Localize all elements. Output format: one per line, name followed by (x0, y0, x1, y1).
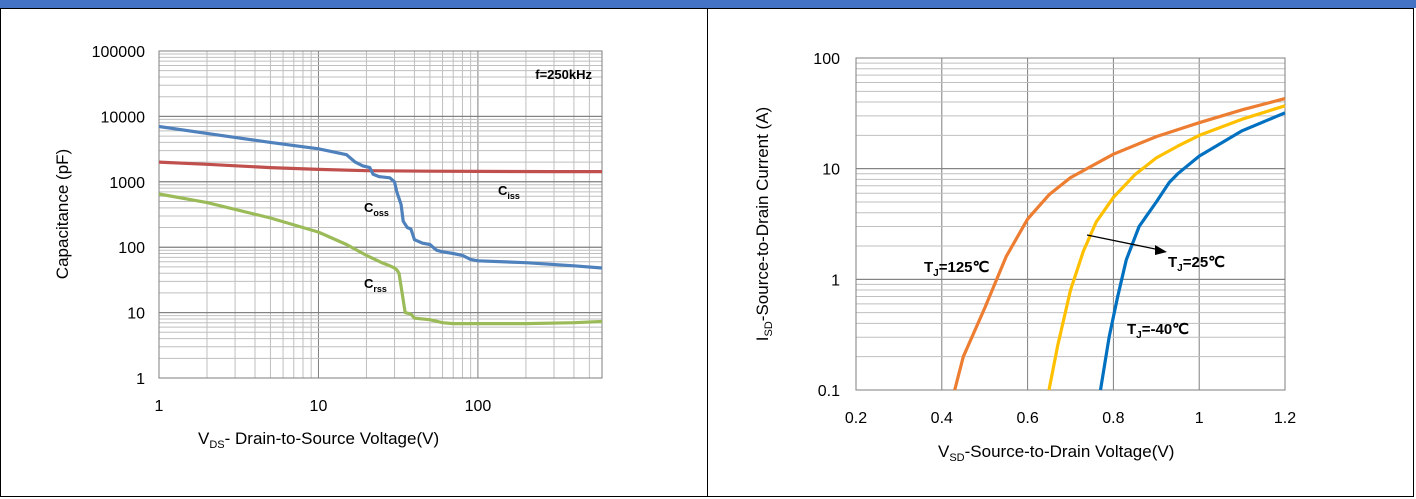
y-axis-title: Capacitance (pF) (53, 149, 72, 279)
y-tick-label: 1000 (109, 175, 145, 192)
y-tick-label: 1 (136, 371, 145, 388)
y-tick-label: 100000 (92, 44, 145, 61)
series-layer (158, 124, 603, 326)
crss-label: Crss (364, 276, 387, 294)
ciss-label-sub: iss (507, 191, 520, 201)
coss-label-main: C (364, 200, 374, 215)
crss-label-main: C (364, 276, 374, 291)
coss-label-sub: oss (373, 208, 389, 218)
x-axis-title-main: V (198, 429, 210, 448)
x-tick-label: 1 (155, 398, 164, 415)
ciss-label-main: C (498, 183, 508, 198)
x-axis-title: VDS- Drain-to-Source Voltage(V) (198, 429, 439, 451)
y-tick-label: 10000 (101, 109, 146, 126)
x-axis-title-rest: - Drain-to-Source Voltage(V) (225, 429, 439, 448)
figure-divider (707, 8, 708, 497)
coss-line (158, 124, 603, 270)
plot-area (158, 50, 603, 379)
y-tick-label: 10 (127, 306, 145, 323)
x-tick-label: 100 (465, 398, 492, 415)
coss-label: Coss (364, 200, 389, 218)
crss-label-sub: rss (373, 284, 387, 294)
header-bar (0, 0, 1416, 8)
ciss-line (158, 160, 602, 174)
crss-line (158, 192, 603, 326)
y-tick-label: 100 (118, 240, 145, 257)
x-axis-title-sub: DS (209, 439, 224, 451)
frequency-annotation: f=250kHz (535, 67, 592, 82)
x-tick-label: 10 (310, 398, 328, 415)
ciss-label: Ciss (498, 183, 520, 201)
capacitance-chart: 1 10 100 1 10 100 1000 10000 100000 Capacitance … (53, 44, 603, 451)
tick-labels: 1 10 100 1 10 100 1000 10000 100000 (92, 44, 492, 415)
